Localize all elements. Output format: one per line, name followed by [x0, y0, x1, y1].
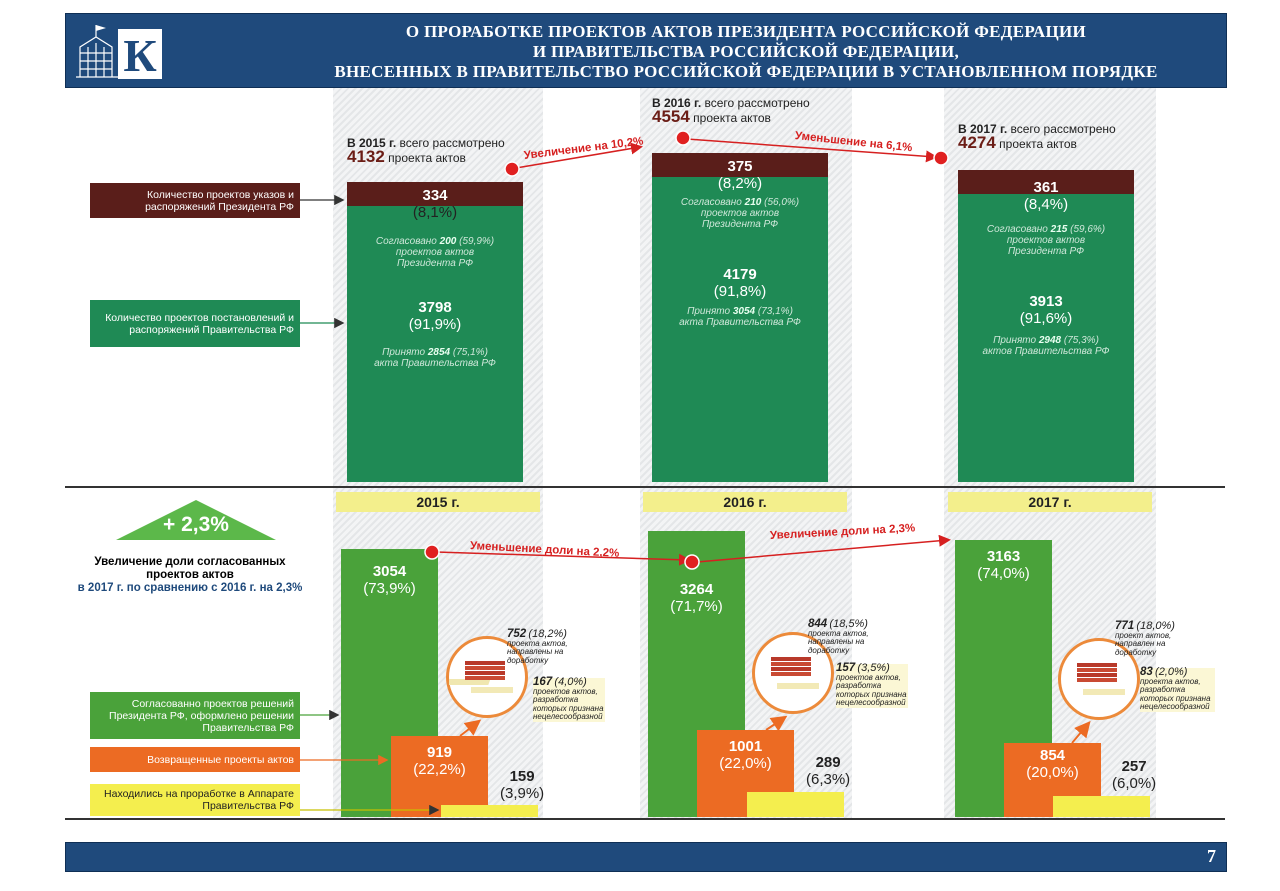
- footer-banner: 7: [65, 842, 1227, 872]
- section-divider: [65, 486, 1225, 488]
- returned-note-b-2015: 167 (4,0%) проектов актов, разработка кот…: [533, 676, 605, 722]
- bottom-divider: [65, 818, 1225, 820]
- returned-note-a-2016: 844 (18,5%) проекта актов, направлены на …: [808, 618, 869, 655]
- trend-arrow-top-2: [686, 138, 938, 163]
- legend-returned: Возвращенные проекты актов: [90, 747, 300, 772]
- bar-government-2017: Согласовано 215 (59,6%) проектов актов Пр…: [958, 194, 1134, 482]
- title-line-1: О ПРОРАБОТКЕ ПРОЕКТОВ АКТОВ ПРЕЗИДЕНТА Р…: [405, 22, 1087, 41]
- government-label-2016: 4179 (91,8%): [713, 266, 767, 300]
- trend-dot: [933, 150, 949, 166]
- bar-returned-2017: 854 (20,0%): [1004, 743, 1101, 817]
- logo-letter: К: [123, 30, 156, 81]
- title-line-3: ВНЕСЕННЫХ В ПРАВИТЕЛЬСТВО РОССИЙСКОЙ ФЕД…: [334, 62, 1158, 81]
- bar-returned-2015: 919 (22,2%): [391, 736, 488, 817]
- trend-arrow-top-1: [515, 142, 643, 169]
- government-label-2017: 3913 (91,6%): [1019, 293, 1073, 327]
- president-note-2016: Согласовано 210 (56,0%) проектов актов Пр…: [680, 197, 800, 230]
- trend-dot: [504, 161, 520, 177]
- up-arrow-icon: + 2,3%: [116, 500, 276, 540]
- president-note-2017: Согласовано 215 (59,6%) проектов актов Пр…: [986, 224, 1106, 257]
- returned-note-a-2015: 752 (18,2%) проекта актов, направлены на …: [507, 628, 568, 665]
- bar-president-2015: [347, 182, 523, 206]
- government-note-2016: Принято 3054 (73,1%) акта Правительства …: [679, 306, 801, 328]
- header-banner: К О ПРОРАБОТКЕ ПРОЕКТОВ АКТОВ ПРЕЗИДЕНТА…: [65, 13, 1227, 88]
- returned-note-b-2017: 83 (2,0%) проекта актов, разработка котор…: [1140, 666, 1215, 712]
- bar-government-2016: Согласовано 210 (56,0%) проектов актов Пр…: [652, 177, 828, 482]
- total-2015: В 2015 г. всего рассмотрено 4132 проекта…: [347, 136, 505, 166]
- president-label-2017: 361 (8,4%): [1023, 179, 1069, 213]
- total-2016: В 2016 г. всего рассмотрено 4554 проекта…: [652, 96, 810, 126]
- trend-dot: [424, 544, 440, 560]
- document-stack-icon: [1058, 638, 1140, 720]
- president-note-2015: Согласовано 200 (59,9%) проектов актов Пр…: [375, 236, 495, 269]
- bar-in-work-2015: [441, 805, 538, 817]
- year-tab-2017: 2017 г.: [948, 492, 1152, 512]
- president-label-2015: 334 (8,1%): [412, 187, 458, 221]
- badge-value: + 2,3%: [163, 513, 229, 536]
- bar-in-work-2016: [747, 792, 844, 817]
- in-work-label-2017: 257 (6,0%): [1112, 758, 1157, 792]
- page-number: 7: [1207, 846, 1216, 866]
- government-label-2015: 3798 (91,9%): [408, 299, 462, 333]
- trend-arrow-bottom-2: [696, 534, 951, 563]
- document-stack-icon: [444, 636, 528, 718]
- president-label-2016: 375 (8,2%): [717, 158, 763, 192]
- returned-note-b-2016: 157 (3,5%) проектов актов, разработка кот…: [836, 662, 908, 708]
- legend-agreed: Согласованно проектов решений Президента…: [90, 692, 300, 739]
- legend-government: Количество проектов постановлений и расп…: [90, 300, 300, 347]
- page-title: О ПРОРАБОТКЕ ПРОЕКТОВ АКТОВ ПРЕЗИДЕНТА Р…: [276, 22, 1216, 82]
- trend-dot: [675, 130, 691, 146]
- year-tab-2016: 2016 г.: [643, 492, 847, 512]
- legend-in-work: Находились на проработке в Аппарате Прав…: [90, 784, 300, 816]
- in-work-label-2015: 159 (3,9%): [500, 768, 545, 802]
- legend-president: Количество проектов указов и распоряжени…: [90, 183, 300, 218]
- bar-president-2017: [958, 170, 1134, 194]
- in-work-label-2016: 289 (6,3%): [806, 754, 851, 788]
- trend-arrow-bottom-1: [435, 551, 691, 566]
- bar-president-2016: [652, 153, 828, 177]
- government-building-icon: К: [76, 19, 164, 82]
- trend-dot: [684, 554, 700, 570]
- bar-government-2015: Согласовано 200 (59,9%) проектов актов Пр…: [347, 206, 523, 482]
- document-stack-icon: [752, 632, 834, 714]
- total-2017: В 2017 г. всего рассмотрено 4274 проекта…: [958, 122, 1116, 152]
- title-line-2: И ПРАВИТЕЛЬСТВА РОССИЙСКОЙ ФЕДЕРАЦИИ,: [532, 42, 960, 61]
- bar-in-work-2017: [1053, 796, 1150, 817]
- returned-note-a-2017: 771 (18,0%) проект актов, направлен на до…: [1115, 620, 1175, 657]
- government-note-2015: Принято 2854 (75,1%) акта Правительства …: [374, 347, 496, 369]
- badge-caption: Увеличение доли согласованных проектов а…: [77, 556, 303, 594]
- government-note-2017: Принято 2948 (75,3%) актов Правительства…: [982, 335, 1110, 357]
- year-tab-2015: 2015 г.: [336, 492, 540, 512]
